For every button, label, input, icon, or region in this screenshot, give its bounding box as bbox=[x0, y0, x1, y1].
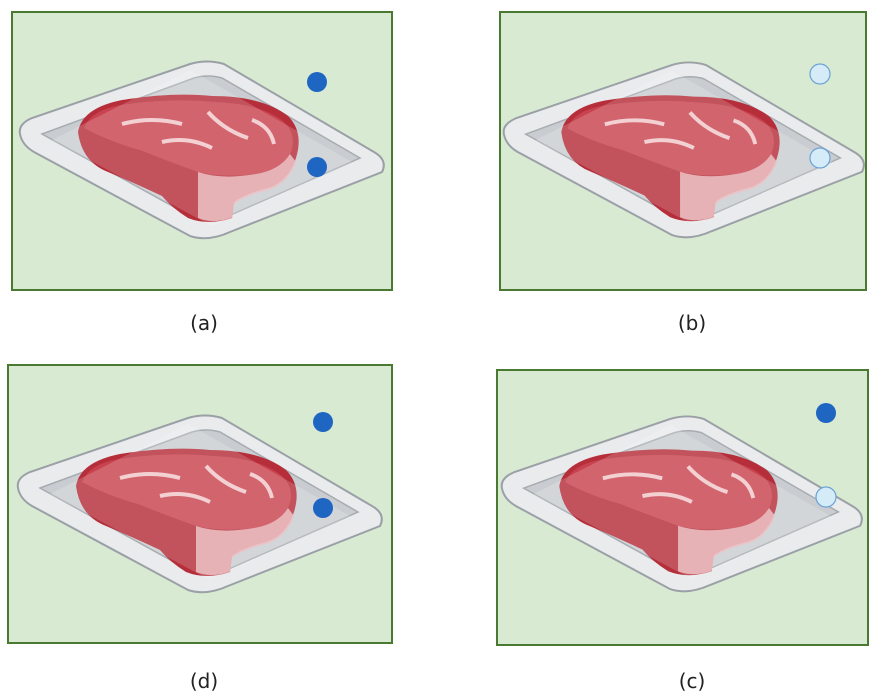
panel-a: (a) bbox=[11, 11, 393, 335]
indicator-dot bbox=[809, 63, 831, 85]
indicator-dot bbox=[815, 486, 837, 508]
panel-d: (d) bbox=[7, 364, 393, 693]
panel-b: (b) bbox=[499, 11, 867, 335]
panel-label: (d) bbox=[190, 669, 218, 693]
indicator-dot bbox=[313, 498, 333, 518]
indicator-dot bbox=[816, 403, 836, 423]
indicator-dot bbox=[307, 72, 327, 92]
panel-label: (b) bbox=[678, 311, 706, 335]
panel-label: (c) bbox=[679, 669, 706, 693]
panel-c: (c) bbox=[496, 369, 869, 693]
indicator-dot bbox=[307, 157, 327, 177]
indicator-dot bbox=[809, 147, 831, 169]
indicator-dot bbox=[313, 412, 333, 432]
panel-label: (a) bbox=[190, 311, 218, 335]
